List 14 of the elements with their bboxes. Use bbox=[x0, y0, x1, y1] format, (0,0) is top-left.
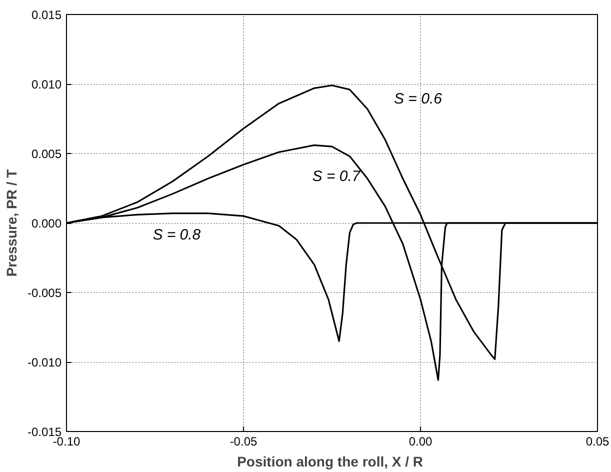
series-label: S = 0.8 bbox=[152, 226, 202, 244]
series-label: S = 0.6 bbox=[394, 90, 443, 108]
y-tick-label: -0.005 bbox=[27, 286, 62, 300]
y-tick-label: 0.010 bbox=[31, 78, 62, 92]
x-tick-label: -0.05 bbox=[230, 434, 258, 448]
x-tick-label: 0.00 bbox=[408, 434, 433, 448]
x-tick-label: 0.05 bbox=[586, 434, 610, 448]
y-tick-label: 0.015 bbox=[31, 8, 62, 22]
series-label: S = 0.7 bbox=[312, 168, 361, 186]
y-axis-title: Pressure, PR / T bbox=[3, 168, 20, 277]
x-axis-title: Position along the roll, X / R bbox=[237, 454, 424, 470]
y-tick-label: 0.005 bbox=[31, 147, 62, 161]
y-tick-label: -0.010 bbox=[27, 356, 62, 370]
y-tick-label: 0.000 bbox=[31, 216, 62, 230]
